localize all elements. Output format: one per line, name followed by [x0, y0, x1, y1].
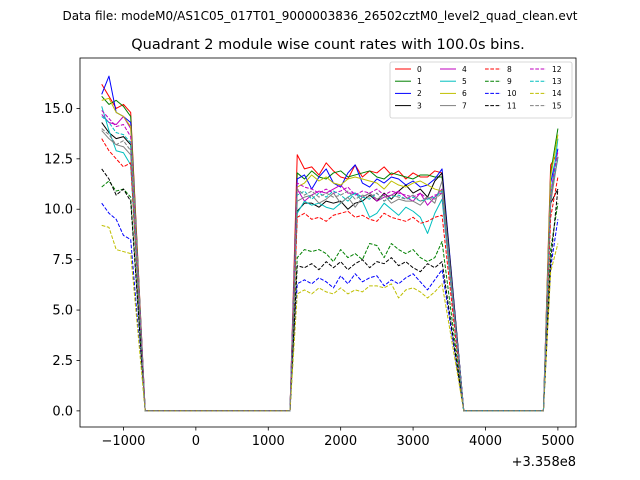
legend-box [389, 61, 573, 119]
legend-label-4: 4 [462, 65, 467, 74]
legend-label-5: 5 [462, 77, 467, 86]
legend-label-6: 6 [462, 89, 467, 98]
series-line-11 [101, 168, 559, 412]
x-tick-label: 1000 [252, 434, 285, 449]
legend-label-1: 1 [417, 77, 422, 86]
series-line-0 [101, 83, 559, 412]
series-line-4 [101, 114, 559, 412]
data-file-header: Data file: modeM0/AS1C05_017T01_90000038… [62, 9, 577, 23]
y-tick-label: 2.5 [52, 354, 73, 369]
plot-area: −1000 0 1000 2000 3000 4000 50000.02.55.07.510… [44, 57, 577, 449]
x-tick-label: 4000 [469, 434, 502, 449]
series-line-10 [101, 202, 559, 412]
y-tick-label: 0.0 [52, 404, 73, 419]
x-tick-label: 0 [192, 434, 200, 449]
series-line-14 [101, 224, 559, 412]
legend-label-10: 10 [507, 89, 517, 98]
legend-label-9: 9 [507, 77, 512, 86]
series-lines [101, 75, 559, 412]
legend-label-7: 7 [462, 101, 467, 110]
legend-label-2: 2 [417, 89, 422, 98]
plot-frame [79, 57, 577, 428]
series-line-1 [101, 95, 559, 412]
series-line-5 [101, 106, 559, 412]
legend-label-14: 14 [552, 89, 562, 98]
series-line-6 [101, 97, 559, 412]
y-tick-label: 12.5 [44, 152, 73, 167]
x-axis-offset-label: +3.358e8 [512, 455, 576, 470]
legend-label-0: 0 [417, 65, 422, 74]
legend-label-8: 8 [507, 65, 512, 74]
x-tick-label: −1000 [101, 434, 145, 449]
series-line-8 [101, 138, 559, 412]
legend-label-11: 11 [507, 101, 517, 110]
series-line-7 [101, 130, 559, 412]
legend-label-12: 12 [552, 65, 562, 74]
legend-label-3: 3 [417, 101, 422, 110]
series-line-12 [101, 110, 559, 412]
y-tick-label: 7.5 [52, 253, 73, 268]
x-tick-label: 3000 [397, 434, 430, 449]
y-tick-label: 15.0 [44, 102, 73, 117]
x-tick-label: 2000 [324, 434, 357, 449]
series-line-9 [101, 180, 559, 412]
y-tick-label: 5.0 [52, 304, 73, 319]
series-line-3 [101, 122, 559, 412]
chart-title: Quadrant 2 module wise count rates with … [131, 37, 525, 53]
series-line-15 [101, 128, 559, 412]
x-tick-label: 5000 [541, 434, 574, 449]
series-line-2 [101, 75, 559, 412]
legend-label-13: 13 [552, 77, 562, 86]
legend-label-15: 15 [552, 101, 562, 110]
series-line-13 [101, 116, 559, 412]
y-tick-label: 10.0 [44, 203, 73, 218]
